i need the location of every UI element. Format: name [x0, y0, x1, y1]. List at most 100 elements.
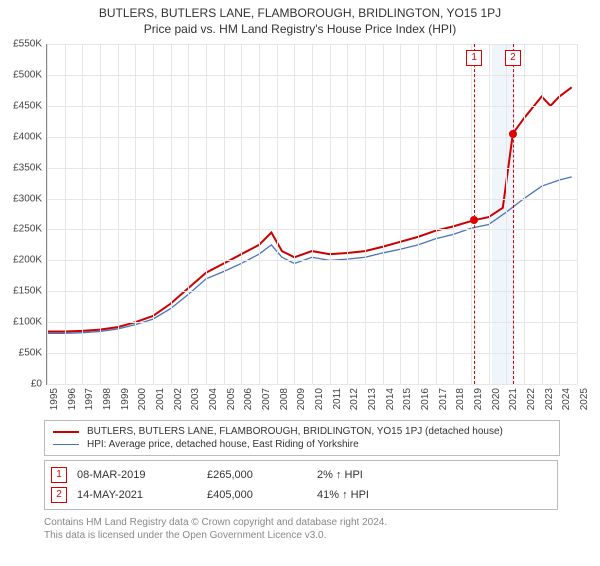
gridline-v	[400, 44, 401, 384]
gridline-v	[453, 44, 454, 384]
x-axis-label: 2015	[402, 388, 413, 410]
sales-row: 108-MAR-2019£265,0002% ↑ HPI	[51, 465, 551, 485]
x-axis-label: 1998	[102, 388, 113, 410]
gridline-v	[330, 44, 331, 384]
y-axis-label: £450K	[13, 100, 42, 111]
series-property	[47, 87, 572, 331]
gridline-v	[171, 44, 172, 384]
y-axis-label: £500K	[13, 69, 42, 80]
gridline-v	[65, 44, 66, 384]
gridline-h	[47, 384, 577, 385]
x-axis-label: 2024	[561, 388, 572, 410]
sale-vline	[474, 44, 475, 384]
legend-label: BUTLERS, BUTLERS LANE, FLAMBOROUGH, BRID…	[87, 426, 503, 437]
gridline-v	[294, 44, 295, 384]
x-axis-label: 2018	[455, 388, 466, 410]
gridline-v	[118, 44, 119, 384]
gridline-v	[542, 44, 543, 384]
gridline-v	[135, 44, 136, 384]
x-axis-label: 2011	[332, 388, 343, 410]
x-axis-label: 2000	[137, 388, 148, 410]
x-axis-label: 1997	[84, 388, 95, 410]
x-axis-label: 2001	[155, 388, 166, 410]
x-axis-label: 2006	[243, 388, 254, 410]
series-hpi	[47, 177, 572, 333]
legend-row: BUTLERS, BUTLERS LANE, FLAMBOROUGH, BRID…	[53, 425, 551, 438]
y-axis-label: £550K	[13, 39, 42, 50]
footer-line1: Contains HM Land Registry data © Crown c…	[44, 516, 554, 529]
gridline-v	[577, 44, 578, 384]
chart-area: 12 £0£50K£100K£150K£200K£250K£300K£350K£…	[36, 44, 596, 414]
x-axis-label: 2002	[173, 388, 184, 410]
chart-title: BUTLERS, BUTLERS LANE, FLAMBOROUGH, BRID…	[0, 6, 600, 20]
x-axis-label: 2014	[385, 388, 396, 410]
gridline-v	[471, 44, 472, 384]
x-axis-label: 2005	[226, 388, 237, 410]
sales-table: 108-MAR-2019£265,0002% ↑ HPI 2 14-MAY-2021…	[44, 460, 558, 510]
x-axis-label: 1996	[67, 388, 78, 410]
sale-vline	[513, 44, 514, 384]
x-axis-label: 2023	[544, 388, 555, 410]
gridline-v	[436, 44, 437, 384]
sale-date: 08-MAR-2019	[77, 469, 207, 481]
gridline-v	[100, 44, 101, 384]
legend-swatch	[53, 431, 79, 433]
gridline-v	[418, 44, 419, 384]
sale-price: £265,000	[207, 469, 317, 481]
gridline-v	[277, 44, 278, 384]
x-axis-label: 2021	[508, 388, 519, 410]
x-axis-label: 2020	[491, 388, 502, 410]
y-axis-label: £400K	[13, 131, 42, 142]
x-axis-label: 2013	[367, 388, 378, 410]
legend-box: BUTLERS, BUTLERS LANE, FLAMBOROUGH, BRID…	[44, 420, 560, 456]
gridline-v	[188, 44, 189, 384]
sale-date: 14-MAY-2021	[77, 489, 207, 501]
x-axis-label: 1999	[120, 388, 131, 410]
x-axis-label: 2019	[473, 388, 484, 410]
sale-row-marker: 2	[51, 487, 67, 503]
y-axis-label: £150K	[13, 286, 42, 297]
x-axis-label: 2003	[190, 388, 201, 410]
sale-pct: 41% ↑ HPI	[317, 489, 437, 501]
gridline-v	[559, 44, 560, 384]
x-axis-label: 2008	[279, 388, 290, 410]
y-axis-label: £100K	[13, 317, 42, 328]
up-arrow-icon: ↑	[342, 489, 348, 501]
legend-swatch	[53, 444, 79, 445]
sale-pct: 2% ↑ HPI	[317, 469, 437, 481]
legend-label: HPI: Average price, detached house, East…	[87, 439, 359, 450]
x-axis-label: 2004	[208, 388, 219, 410]
gridline-v	[259, 44, 260, 384]
y-axis-label: £350K	[13, 162, 42, 173]
x-axis-label: 2009	[296, 388, 307, 410]
sale-marker-box: 2	[505, 50, 521, 66]
sales-row: 214-MAY-2021£405,00041% ↑ HPI	[51, 485, 551, 505]
gridline-v	[524, 44, 525, 384]
up-arrow-icon: ↑	[336, 469, 342, 481]
plot-region: 12	[46, 44, 577, 385]
x-axis-label: 2016	[420, 388, 431, 410]
gridline-v	[312, 44, 313, 384]
y-axis-label: £250K	[13, 224, 42, 235]
x-axis-label: 2012	[349, 388, 360, 410]
gridline-v	[82, 44, 83, 384]
gridline-v	[241, 44, 242, 384]
gridline-v	[347, 44, 348, 384]
gridline-v	[206, 44, 207, 384]
footer-attribution: Contains HM Land Registry data © Crown c…	[44, 516, 554, 542]
x-axis-label: 2007	[261, 388, 272, 410]
footer-line2: This data is licensed under the Open Gov…	[44, 529, 554, 542]
x-axis-label: 1995	[49, 388, 60, 410]
gridline-v	[383, 44, 384, 384]
x-axis-label: 2025	[579, 388, 590, 410]
y-axis-label: £50K	[19, 348, 42, 359]
legend-row: HPI: Average price, detached house, East…	[53, 438, 551, 451]
y-axis-label: £0	[31, 379, 42, 390]
gridline-v	[224, 44, 225, 384]
gridline-v	[506, 44, 507, 384]
sale-marker-dot	[470, 216, 478, 224]
x-axis-label: 2010	[314, 388, 325, 410]
gridline-v	[489, 44, 490, 384]
gridline-v	[153, 44, 154, 384]
chart-subtitle: Price paid vs. HM Land Registry's House …	[0, 22, 600, 36]
